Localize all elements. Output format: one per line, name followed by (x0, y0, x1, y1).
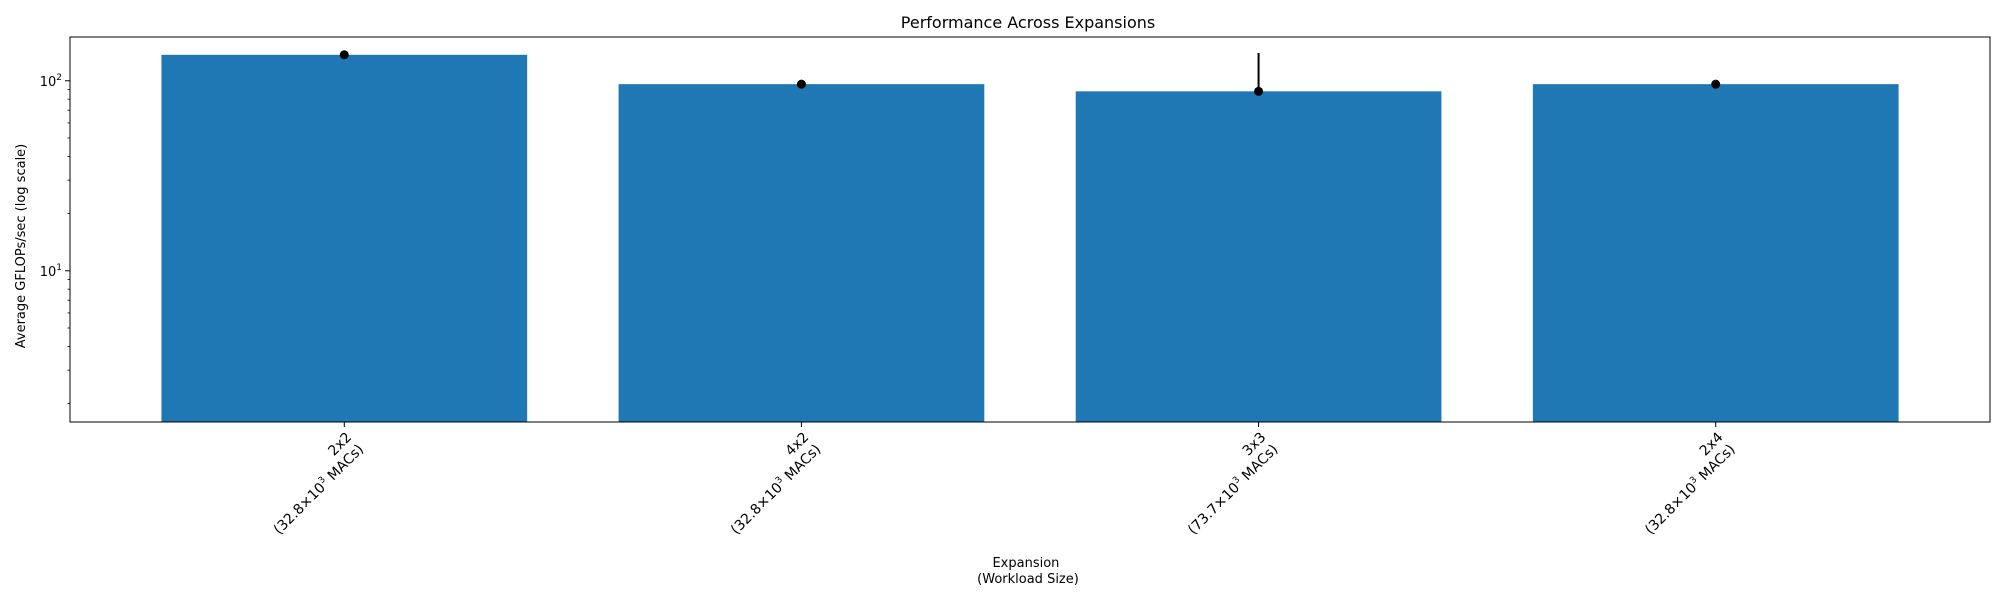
y-tick-exponent: 1 (56, 263, 62, 273)
chart-title: Performance Across Expansions (901, 13, 1155, 32)
bar (1075, 91, 1442, 422)
workload-prefix: (73.7×10 (1185, 480, 1243, 538)
y-tick-exponent: 2 (56, 73, 62, 83)
x-axis-label-line1: Expansion (992, 556, 1059, 571)
error-point (1254, 86, 1264, 96)
bar (1532, 84, 1899, 423)
x-tick-label: 2x2(32.8×103 MACs) (270, 430, 367, 538)
x-axis-label: Expansion (Workload Size) (977, 556, 1079, 587)
workload-exponent: 3 (1688, 475, 1699, 486)
workload-prefix: (32.8×10 (271, 480, 329, 538)
y-axis-label: Average GFLOPs/sec (log scale) (14, 144, 29, 348)
workload-exponent: 3 (317, 475, 328, 486)
axes-frame (69, 36, 1991, 423)
x-tick-label-workload: (73.7×103 MACs) (1184, 441, 1281, 538)
error-point (796, 79, 806, 89)
workload-exponent: 3 (1231, 475, 1242, 486)
y-tick-base: 10 (40, 265, 57, 280)
bar (161, 54, 528, 422)
x-tick-label: 4x2(32.8×103 MACs) (727, 430, 824, 538)
y-tick-label: 102 (40, 73, 62, 90)
x-axis-label-line2: (Workload Size) (977, 572, 1079, 587)
bar (618, 84, 985, 423)
x-tick-label-workload: (32.8×103 MACs) (727, 441, 824, 538)
error-point (1711, 79, 1721, 89)
x-tick-label-workload: (32.8×103 MACs) (270, 441, 367, 538)
workload-prefix: (32.8×10 (1642, 480, 1700, 538)
y-tick-label: 101 (40, 263, 62, 280)
y-tick-base: 10 (40, 75, 57, 90)
error-point (339, 50, 349, 60)
x-tick-label-workload: (32.8×103 MACs) (1641, 441, 1738, 538)
x-tick-label: 3x3(73.7×103 MACs) (1184, 430, 1281, 538)
workload-exponent: 3 (774, 475, 785, 486)
x-tick-label: 2x4(32.8×103 MACs) (1641, 429, 1738, 538)
workload-prefix: (32.8×10 (728, 480, 786, 538)
